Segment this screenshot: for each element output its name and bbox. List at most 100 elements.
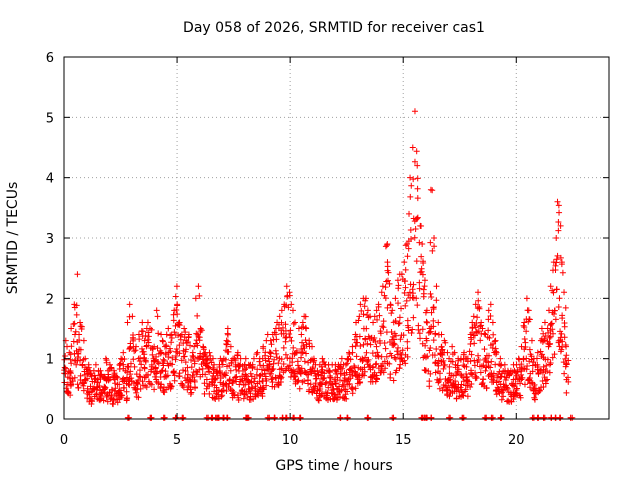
data-point	[415, 322, 422, 329]
data-point	[406, 289, 413, 296]
data-point	[276, 313, 283, 320]
data-point	[134, 379, 141, 386]
data-point	[479, 325, 486, 332]
data-point	[430, 306, 437, 313]
data-point	[233, 366, 240, 373]
data-point	[130, 332, 137, 339]
data-point	[336, 383, 343, 390]
data-point	[471, 340, 478, 347]
data-point	[475, 352, 482, 359]
data-point	[220, 387, 227, 394]
data-point	[467, 384, 474, 391]
data-point	[196, 354, 203, 361]
data-point	[349, 390, 356, 397]
data-point	[357, 365, 364, 372]
data-point	[203, 385, 210, 392]
data-point	[488, 358, 495, 365]
data-point	[227, 343, 234, 350]
data-point	[264, 414, 271, 421]
data-point	[550, 330, 557, 337]
data-point	[420, 286, 427, 293]
data-point	[544, 376, 551, 383]
data-point	[139, 328, 146, 335]
data-point	[408, 236, 415, 243]
data-point	[382, 295, 389, 302]
data-point	[379, 283, 386, 290]
data-point	[557, 222, 564, 229]
data-point	[273, 354, 280, 361]
data-point	[167, 348, 174, 355]
data-point	[472, 373, 479, 380]
data-point	[172, 293, 179, 300]
data-point	[427, 186, 434, 193]
data-point	[514, 369, 521, 376]
data-point	[435, 319, 442, 326]
data-point	[349, 349, 356, 356]
data-point	[230, 389, 237, 396]
data-point	[296, 385, 303, 392]
data-point	[449, 343, 456, 350]
data-point	[126, 301, 133, 308]
data-point	[161, 358, 168, 365]
data-point	[422, 354, 429, 361]
data-point	[389, 336, 396, 343]
data-point	[181, 325, 188, 332]
data-point	[460, 392, 467, 399]
data-point	[404, 338, 411, 345]
data-point	[223, 387, 230, 394]
data-point	[501, 361, 508, 368]
data-point	[364, 340, 371, 347]
data-point	[337, 414, 344, 421]
data-point	[520, 322, 527, 329]
data-point	[148, 326, 155, 333]
data-point	[374, 316, 381, 323]
data-point	[227, 367, 234, 374]
data-point	[431, 243, 438, 250]
data-point	[323, 392, 330, 399]
data-point	[450, 372, 457, 379]
data-point	[71, 374, 78, 381]
data-point	[422, 309, 429, 316]
data-point	[445, 376, 452, 383]
data-point	[523, 295, 530, 302]
data-point	[414, 175, 421, 182]
data-point	[364, 307, 371, 314]
data-point	[391, 341, 398, 348]
data-point	[187, 390, 194, 397]
data-point	[160, 362, 167, 369]
data-point	[261, 370, 268, 377]
data-point	[144, 336, 151, 343]
axis-ticks	[63, 56, 609, 420]
data-point	[282, 414, 289, 421]
data-point	[454, 362, 461, 369]
data-point	[475, 328, 482, 335]
data-point	[127, 371, 134, 378]
data-point	[440, 384, 447, 391]
data-point	[440, 357, 447, 364]
data-point	[225, 348, 232, 355]
data-point	[352, 385, 359, 392]
data-point	[206, 390, 213, 397]
data-point	[468, 351, 475, 358]
data-point	[301, 377, 308, 384]
data-point	[504, 385, 511, 392]
data-point	[137, 373, 144, 380]
data-point	[344, 360, 351, 367]
data-point	[532, 385, 539, 392]
data-point	[462, 386, 469, 393]
data-point	[155, 330, 162, 337]
data-point	[547, 360, 554, 367]
data-point	[341, 372, 348, 379]
data-point	[287, 334, 294, 341]
data-point	[397, 336, 404, 343]
data-point	[247, 390, 254, 397]
data-point	[416, 239, 423, 246]
data-point	[459, 389, 466, 396]
data-point	[522, 339, 529, 346]
data-point	[559, 338, 566, 345]
data-point	[278, 374, 285, 381]
data-point	[337, 377, 344, 384]
data-point	[202, 371, 209, 378]
data-point	[417, 335, 424, 342]
data-point	[382, 284, 389, 291]
